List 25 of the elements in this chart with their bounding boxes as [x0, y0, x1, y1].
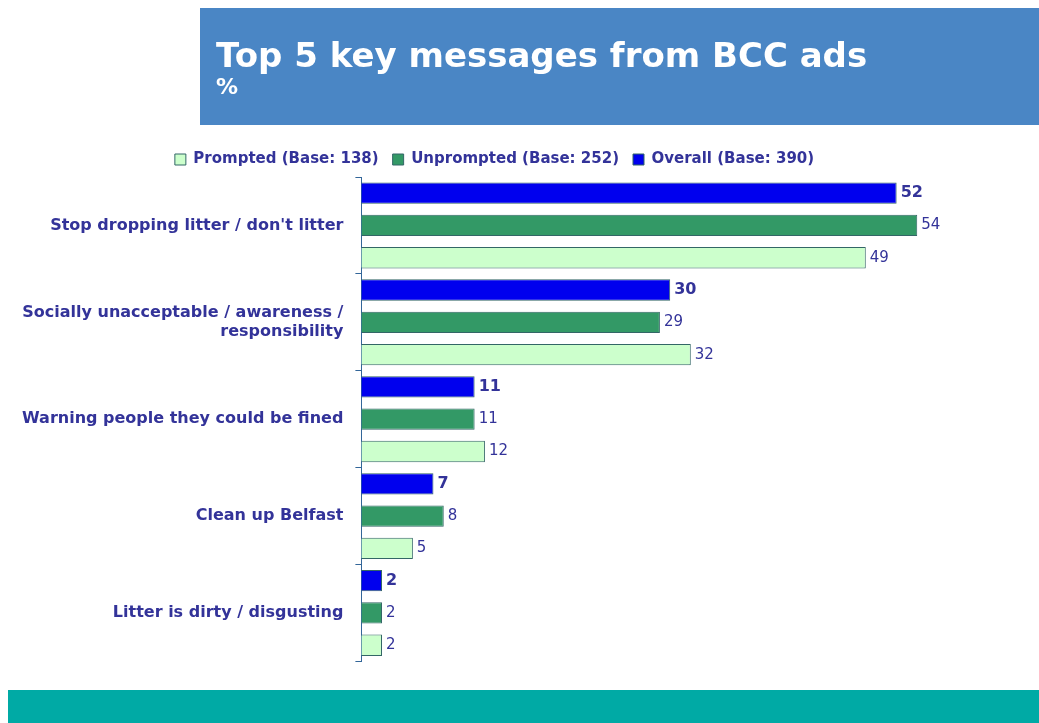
data-label: 11 — [478, 376, 501, 396]
data-label: 12 — [488, 441, 509, 460]
y-tick-label: Warning people they could be fined — [22, 408, 344, 428]
y-tick-label: Socially unacceptable / awareness / responsibility — [22, 301, 344, 341]
legend-label: Overall (Base: 390) — [651, 149, 815, 168]
data-label: 54 — [921, 215, 941, 234]
data-label: 52 — [900, 182, 923, 202]
legend-label: Prompted (Base: 138) — [193, 149, 379, 168]
data-label: 2 — [385, 569, 398, 589]
data-label: 11 — [478, 409, 498, 428]
y-tick-label: Stop dropping litter / don't litter — [50, 214, 344, 234]
data-label: 49 — [869, 247, 889, 266]
data-label: 29 — [663, 312, 683, 331]
y-tick-label: Clean up Belfast — [195, 505, 344, 525]
chart-subtitle: % — [216, 74, 239, 99]
data-label: 5 — [416, 538, 427, 557]
data-label: 7 — [437, 472, 449, 492]
data-label: 32 — [694, 344, 714, 363]
chart-title: Top 5 key messages from BCC ads — [216, 35, 868, 75]
legend-label: Unprompted (Base: 252) — [411, 149, 620, 168]
data-label: 30 — [674, 279, 697, 299]
data-label: 2 — [385, 602, 396, 621]
y-tick-label: Litter is dirty / disgusting — [112, 602, 344, 622]
data-label: 2 — [385, 635, 396, 654]
data-label: 8 — [447, 505, 458, 524]
